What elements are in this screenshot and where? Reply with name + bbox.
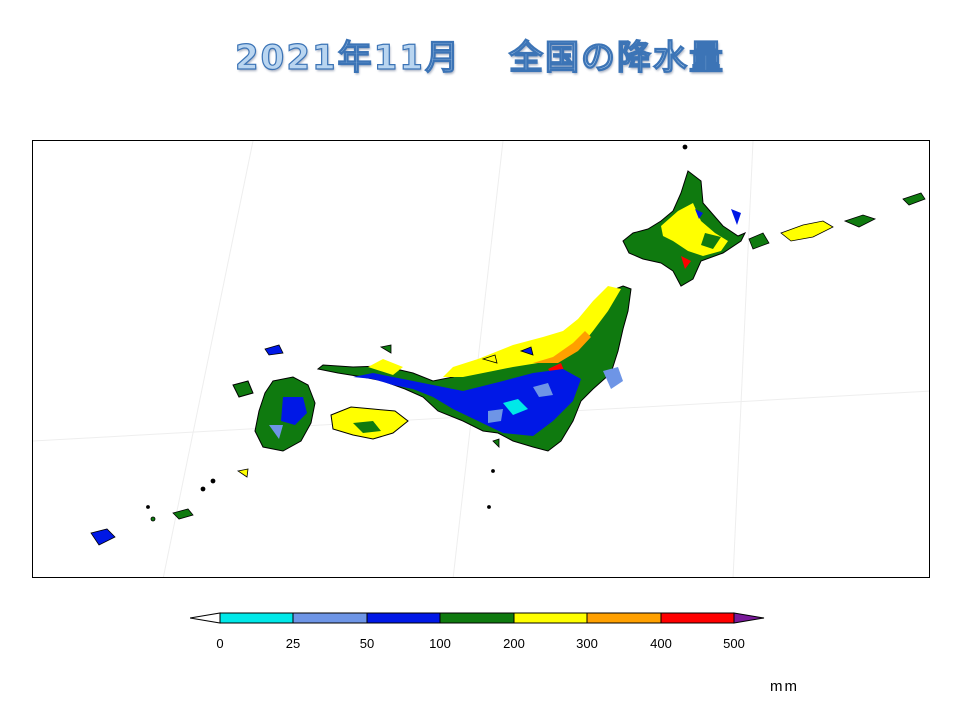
kuril-islands [682,144,926,250]
colorbar-tick-100: 100 [429,636,451,651]
hokkaido [622,170,747,287]
colorbar-bin-300-400 [586,612,662,624]
title-year-month: 2021年11月 [234,37,461,78]
colorbar-bin-100-200 [439,612,515,624]
honshu [316,285,632,452]
colorbar-over-arrow [733,612,765,624]
outlying-islands [90,344,534,546]
colorbar-bin-0-25 [219,612,294,624]
precipitation-colorbar [189,610,770,650]
colorbar-bin-200-300 [513,612,588,624]
japan-map-svg [33,141,929,577]
kyushu [232,376,316,452]
shikoku [330,406,409,440]
colorbar-bin-50-100 [366,612,441,624]
colorbar-tick-50: 50 [359,636,375,651]
colorbar-tick-500: 500 [723,636,745,651]
colorbar-unit-label: mm [770,678,799,695]
colorbar-tick-200: 200 [503,636,525,651]
colorbar-bin-400-500 [660,612,735,624]
precipitation-map [32,140,930,578]
colorbar-tick-25: 25 [285,636,301,651]
colorbar-svg [189,612,765,624]
colorbar-tick-300: 300 [576,636,598,651]
colorbar-under-arrow [189,612,221,624]
colorbar-tick-0: 0 [216,636,224,651]
page-title: 2021年11月 全国の降水量 [0,30,960,79]
title-subject: 全国の降水量 [508,37,725,78]
colorbar-tick-400: 400 [650,636,672,651]
colorbar-bin-25-50 [292,612,368,624]
